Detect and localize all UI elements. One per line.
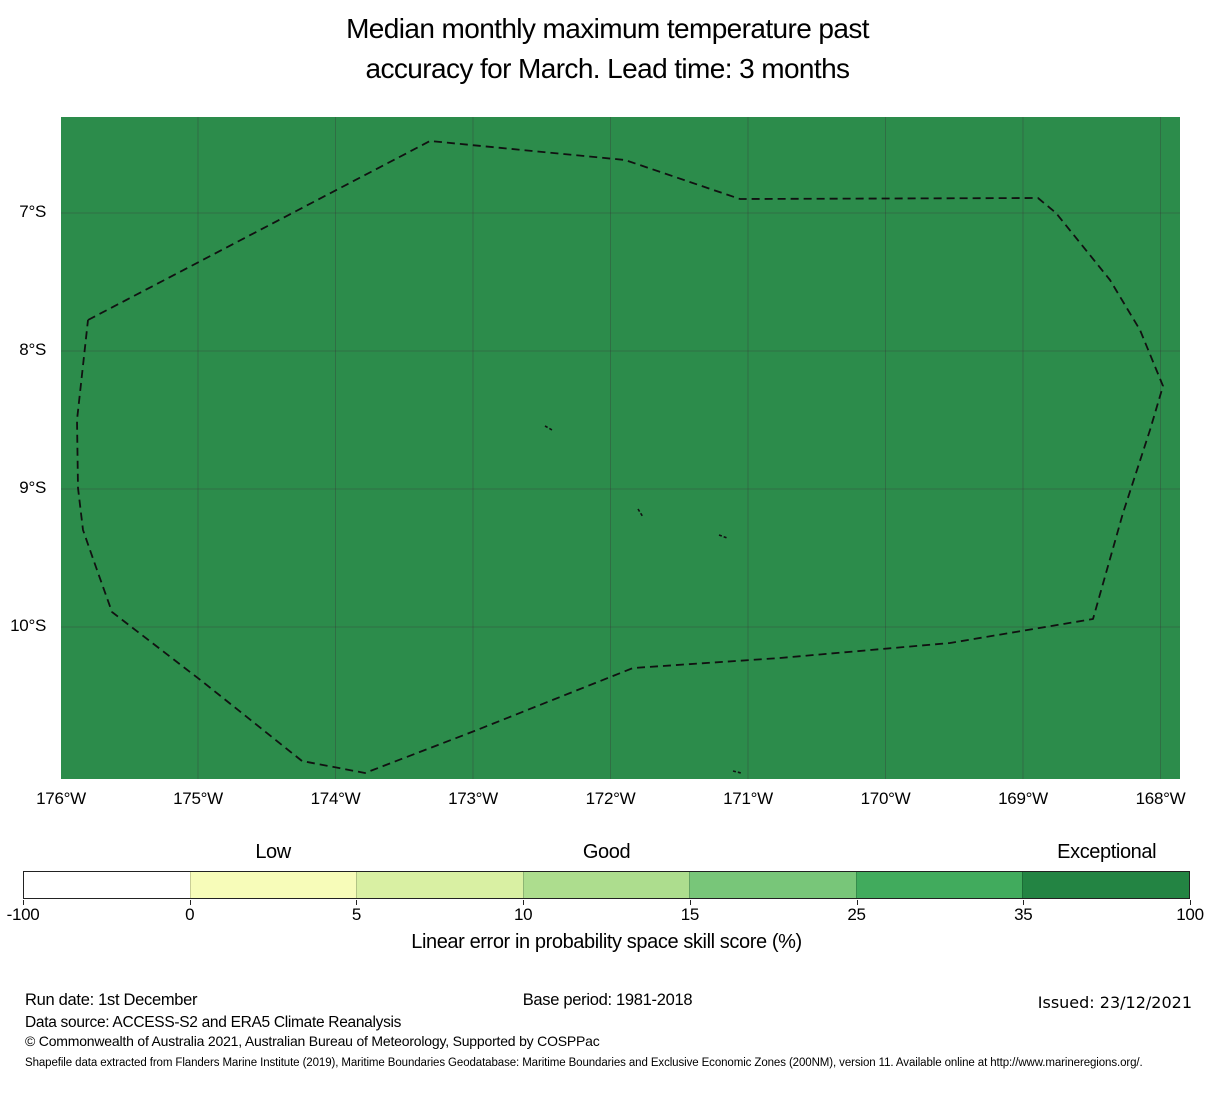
colorbar-category-low: Low: [255, 841, 291, 863]
chart-title: Median monthly maximum temperature past …: [0, 9, 1215, 89]
eez-boundary-line: [76, 140, 1164, 774]
x-tick-label: 169°W: [998, 789, 1048, 808]
x-tick-label: 173°W: [448, 789, 498, 808]
chart-title-line1: Median monthly maximum temperature past: [346, 13, 869, 44]
base-period-text: Base period: 1981-2018: [522, 991, 693, 1009]
colorbar-category-exceptional: Exceptional: [1057, 841, 1157, 863]
colorbar-segment: [189, 872, 357, 898]
colorbar-tick-label: 15: [680, 905, 700, 924]
colorbar-segment: [356, 872, 523, 898]
island-mark: [544, 425, 553, 431]
issued-date-text: Issued: 23/12/2021: [1037, 993, 1192, 1012]
shapefile-note-text: Shapefile data extracted from Flanders M…: [25, 1057, 1143, 1069]
data-source-text: Data source: ACCESS-S2 and ERA5 Climate …: [25, 1014, 402, 1031]
y-tick-label: 9°S: [19, 478, 46, 497]
map-fill: [61, 117, 1180, 779]
colorbar-tick-label: 35: [1014, 905, 1033, 924]
x-tick-label: 168°W: [1135, 789, 1186, 808]
island-mark: [718, 534, 728, 539]
colorbar-tick-label: 0: [185, 905, 195, 924]
map-plot-area: [61, 117, 1180, 779]
run-date-text: Run date: 1st December: [25, 991, 198, 1009]
colorbar-tick-label: 5: [351, 905, 361, 924]
x-tick-label: 175°W: [173, 789, 223, 808]
map-gridlines: [61, 117, 1180, 779]
colorbar-segment: [1022, 872, 1190, 898]
colorbar-axis-label: Linear error in probability space skill …: [411, 931, 802, 953]
copyright-text: © Commonwealth of Australia 2021, Austra…: [25, 1033, 600, 1049]
island-marks: [544, 425, 742, 774]
y-tick-label: 7°S: [19, 202, 46, 221]
colorbar-tick-marks: [23, 900, 1191, 906]
colorbar-tick-labels: -100 0 5 10 15 25 35 100: [7, 905, 1204, 927]
colorbar-tick-label: 100: [1176, 905, 1204, 924]
y-axis: 7°S 8°S 9°S 10°S: [0, 0, 52, 1095]
colorbar-tick-label: 25: [847, 905, 866, 924]
x-tick-label: 171°W: [723, 789, 773, 808]
colorbar-segment: [522, 872, 690, 898]
x-tick-label: 176°W: [36, 789, 86, 808]
island-mark: [732, 770, 742, 774]
chart-title-line2: accuracy for March. Lead time: 3 months: [365, 53, 851, 84]
colorbar-segment: [855, 872, 1023, 898]
x-tick-label: 170°W: [860, 789, 911, 808]
y-tick-label: 8°S: [19, 340, 46, 359]
colorbar-tick-label: 10: [513, 905, 533, 924]
x-tick-label: 172°W: [585, 789, 636, 808]
colorbar: [23, 871, 1190, 899]
colorbar-segment: [24, 872, 190, 898]
colorbar-category-labels: Low Good Exceptional: [23, 841, 1190, 867]
x-tick-label: 174°W: [310, 789, 361, 808]
colorbar-tick-label: -100: [6, 905, 40, 924]
colorbar-category-good: Good: [582, 841, 631, 863]
island-mark: [637, 508, 644, 518]
x-axis: 176°W 175°W 174°W 173°W 172°W 171°W 170°…: [36, 789, 1186, 813]
y-tick-label: 10°S: [10, 616, 46, 635]
colorbar-segment: [689, 872, 856, 898]
